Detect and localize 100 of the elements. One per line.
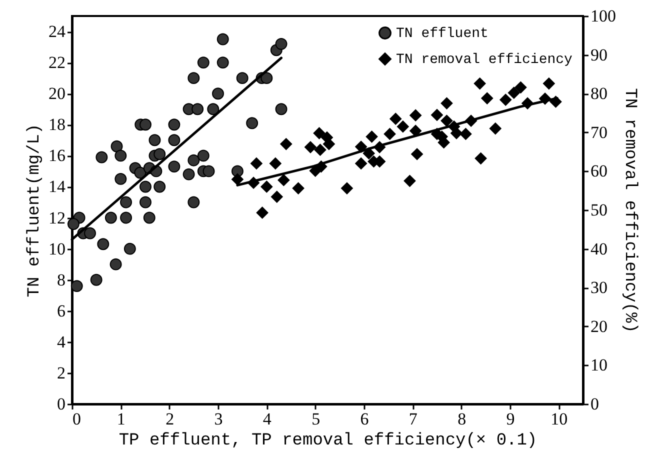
point: [120, 196, 132, 208]
point: [355, 157, 368, 170]
point: [474, 78, 486, 90]
point: [322, 138, 335, 150]
point: [207, 103, 220, 116]
point: [154, 180, 166, 193]
point: [280, 138, 292, 150]
x-tick-label: 7: [408, 410, 418, 428]
point: [489, 122, 502, 134]
point: [140, 118, 152, 131]
x-tick-label: 8: [458, 410, 466, 428]
y-tick-label: 20: [48, 84, 66, 104]
point: [275, 38, 288, 50]
point: [104, 212, 117, 224]
y2-tick-label: 20: [590, 316, 608, 336]
x-tick-label: 1: [116, 410, 126, 428]
point: [231, 173, 244, 186]
y-tick-label: 6: [57, 301, 66, 320]
y-tick-label: 18: [48, 115, 66, 134]
point: [269, 157, 282, 170]
y2-tick-label: 10: [590, 356, 608, 375]
y-tick-label: 4: [57, 332, 66, 352]
point: [188, 196, 200, 208]
point: [460, 128, 472, 140]
x-tick-label: 2: [166, 410, 174, 428]
point: [275, 103, 288, 116]
point: [114, 150, 127, 162]
point: [188, 154, 200, 166]
point: [188, 72, 200, 84]
point: [140, 196, 152, 208]
point: [140, 180, 152, 193]
point: [168, 118, 180, 131]
point: [481, 92, 494, 104]
point: [440, 97, 453, 110]
point: [292, 182, 304, 194]
legend-label: TN effluent: [396, 26, 488, 42]
point: [314, 144, 326, 156]
y2-tick-label: 40: [590, 239, 608, 258]
point: [404, 174, 416, 187]
point: [216, 33, 229, 46]
point: [474, 152, 487, 164]
point: [278, 174, 290, 186]
point: [216, 56, 229, 69]
y2-tick-label: 60: [590, 162, 608, 181]
x-tick-label: 9: [506, 410, 515, 428]
point: [260, 180, 273, 193]
y2-tick-label: 90: [590, 45, 608, 64]
point: [250, 157, 262, 170]
point: [110, 258, 122, 270]
point: [440, 114, 453, 127]
point: [384, 128, 396, 140]
y-tick-label: 0: [57, 394, 66, 414]
point: [514, 81, 527, 94]
x-tick-label: 6: [360, 410, 369, 428]
point: [120, 212, 132, 224]
y-tick-label: 10: [48, 239, 66, 258]
point: [197, 56, 210, 69]
point: [304, 141, 316, 154]
point: [182, 168, 195, 180]
point: [168, 134, 180, 146]
y2-axis-title: TN removal efficiency(%): [620, 88, 639, 333]
point: [168, 160, 180, 173]
point: [148, 134, 161, 146]
point: [192, 103, 204, 116]
legend-label: TN removal efficiency: [396, 52, 572, 68]
y-tick-label: 14: [48, 177, 66, 196]
point: [67, 218, 80, 230]
y-tick-label: 8: [57, 270, 66, 290]
point: [70, 280, 83, 292]
y-tick-label: 2: [57, 363, 66, 382]
point: [313, 127, 326, 140]
point: [260, 72, 273, 84]
y2-tick-label: 70: [590, 122, 608, 142]
y-tick-label: 16: [48, 146, 66, 166]
point: [390, 112, 402, 125]
y-tick-label: 24: [48, 22, 66, 42]
point: [508, 86, 520, 99]
point: [96, 151, 108, 164]
point: [270, 190, 283, 203]
x-tick-label: 0: [72, 410, 81, 428]
point: [366, 130, 378, 143]
x-tick-label: 4: [262, 410, 272, 428]
x-tick-label: 5: [312, 410, 320, 428]
point: [114, 172, 127, 185]
point: [154, 148, 166, 160]
point: [212, 88, 224, 100]
y2-tick-label: 0: [590, 394, 599, 414]
point: [110, 140, 123, 152]
point: [90, 274, 102, 286]
x-tick-label: 3: [214, 410, 223, 428]
y2-tick-label: 100: [590, 6, 616, 26]
point: [340, 182, 353, 194]
point: [396, 120, 409, 133]
point: [411, 148, 424, 160]
point: [500, 94, 512, 106]
y-tick-label: 12: [48, 208, 66, 228]
point: [197, 150, 210, 162]
y-axis-title: TN effluent(mg/L): [26, 124, 44, 298]
y2-tick-label: 50: [590, 200, 608, 220]
y2-tick-label: 80: [590, 84, 608, 104]
